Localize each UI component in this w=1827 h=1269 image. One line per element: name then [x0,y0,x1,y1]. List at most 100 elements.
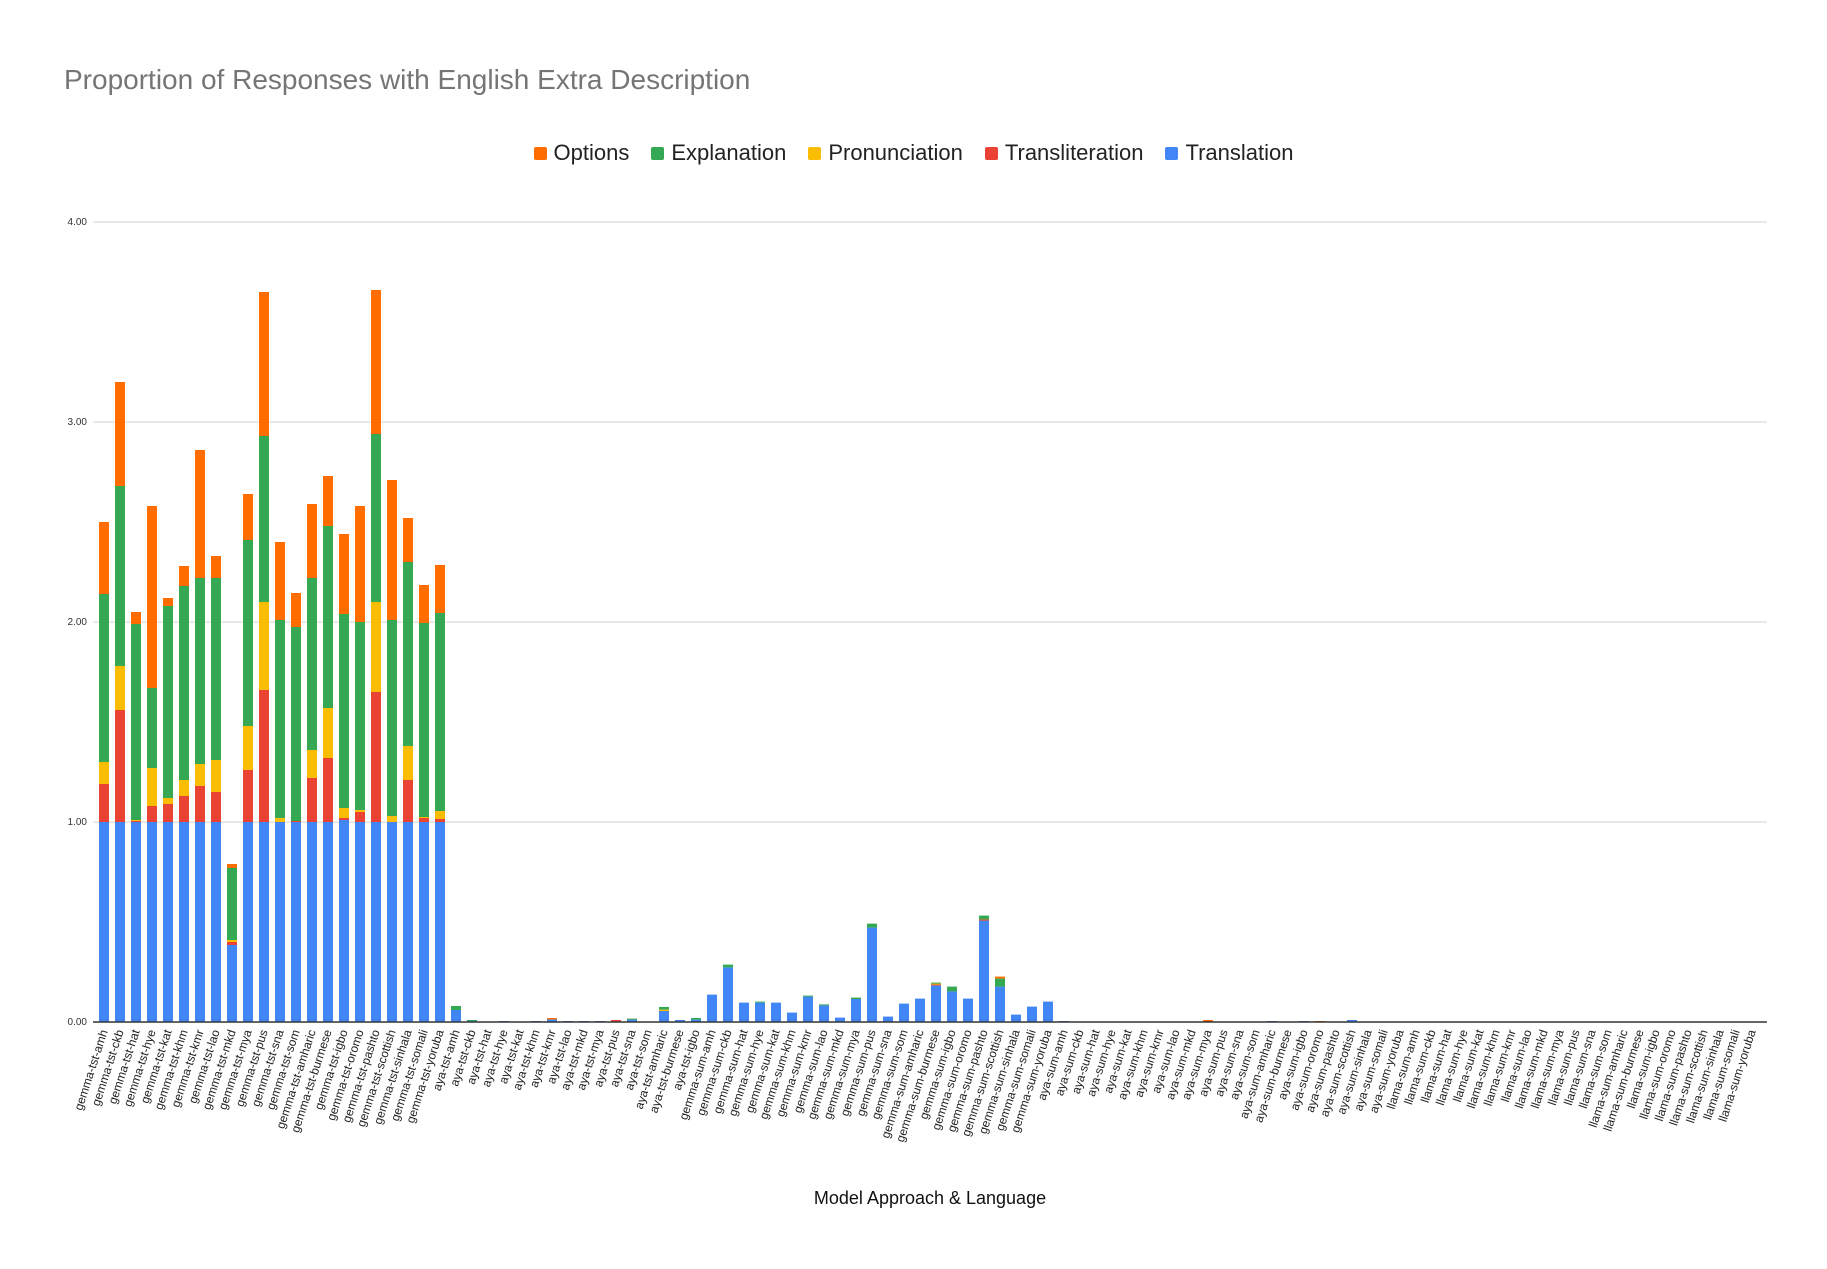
bar-segment-pronunciation [387,816,397,822]
legend-swatch [1165,146,1179,160]
bar-segment-pronunciation [179,780,189,796]
bar-segment-transliteration [99,784,109,822]
bar-segment-options [99,522,109,594]
bar-segment-pronunciation [931,983,941,985]
legend-label: Pronunciation [828,140,963,165]
bar-segment-explanation [211,578,221,760]
bar-segment-transliteration [435,819,445,822]
bar-segment-pronunciation [131,820,141,821]
bar-segment-options [131,612,141,624]
bar-segment-translation [659,1011,669,1022]
bar-segment-options [547,1018,557,1020]
bar-segment-transliteration [403,780,413,822]
bar-segment-translation [243,822,253,1022]
bar-segment-explanation [339,614,349,808]
bar-segment-translation [963,998,973,1022]
legend-item: Transliteration [984,140,1144,166]
bar-segment-options [147,506,157,688]
bar-segment-pronunciation [195,764,205,786]
bar-segment-options [323,476,333,526]
bar-segment-translation [771,1002,781,1022]
y-tick-label: 1.00 [68,817,88,828]
bar-segment-translation [691,1019,701,1022]
bar-segment-transliteration [339,818,349,820]
bar-segment-pronunciation [163,798,173,804]
y-tick-label: 4.00 [68,217,88,228]
bar-segment-pronunciation [419,817,429,818]
bar-segment-transliteration [307,778,317,822]
bar-segment-explanation [195,578,205,764]
bar-segment-translation [899,1003,909,1022]
bar-segment-pronunciation [435,811,445,819]
bar-segment-translation [323,822,333,1022]
bar-segment-explanation [355,622,365,810]
bar-segment-explanation [723,964,733,968]
bar-segment-pronunciation [115,666,125,710]
bar-segment-translation [99,822,109,1022]
bar-segment-translation [1011,1014,1021,1022]
bar-segment-translation [819,1005,829,1022]
bar-segment-pronunciation [403,746,413,780]
bar-segment-explanation [755,1001,765,1003]
bar-segment-transliteration [931,984,941,986]
legend-item: Explanation [651,140,786,166]
bar-segment-transliteration [979,919,989,921]
bar-segment-pronunciation [323,708,333,758]
bar-segment-translation [451,1010,461,1022]
bar-segment-translation [275,822,285,1022]
bar-segment-pronunciation [259,602,269,690]
bar-segment-transliteration [355,812,365,822]
bar-segment-translation [979,920,989,1022]
bar-segment-options [115,382,125,486]
bar-segment-translation [1043,1001,1053,1022]
bar-segment-options [419,585,429,623]
bar-segment-explanation [947,986,957,992]
bar-segment-transliteration [227,942,237,945]
legend-swatch [984,146,998,160]
bar-segment-transliteration [131,821,141,822]
bar-segment-explanation [403,562,413,746]
bar-segment-transliteration [243,770,253,822]
bar-segment-explanation [147,688,157,768]
bar-segment-options [195,450,205,578]
bar-segment-translation [179,822,189,1022]
y-tick-label: 0.00 [68,1017,88,1028]
bar-segment-options [1203,1020,1213,1022]
bar-segment-translation [707,994,717,1022]
bar-segment-translation [787,1012,797,1022]
legend: Options Explanation Pronunciation Translite… [0,140,1827,166]
bar-segment-options [243,494,253,540]
legend-label: Options [553,140,630,165]
bar-segment-explanation [99,594,109,762]
bar-segment-explanation [467,1020,477,1021]
bar-segment-transliteration [323,758,333,822]
bar-segment-pronunciation [307,750,317,778]
bar-segment-translation [227,945,237,1022]
bar-segment-explanation [819,1004,829,1006]
legend-label: Transliteration [1004,140,1144,165]
bar-segment-translation [1027,1006,1037,1022]
bar-segment-explanation [435,613,445,811]
bar-segment-options [291,593,301,627]
bar-segment-translation [147,822,157,1022]
bar-segment-translation [195,822,205,1022]
y-tick-label: 2.00 [68,617,88,628]
bar-segment-explanation [243,540,253,726]
bar-segment-transliteration [163,804,173,822]
legend-swatch [808,146,822,160]
bar-segment-transliteration [291,821,301,822]
bar-segment-options [355,506,365,622]
bar-segment-translation [675,1020,685,1022]
bar-segment-pronunciation [99,762,109,784]
bar-segment-options [179,566,189,586]
bar-segment-pronunciation [355,810,365,812]
bar-segment-options [211,556,221,578]
bar-segment-translation [883,1016,893,1022]
bar-segment-options [339,534,349,614]
bar-segment-transliteration [147,806,157,822]
bar-segment-translation [259,822,269,1022]
bar-segment-transliteration [611,1020,621,1022]
bar-segment-translation [1347,1020,1357,1022]
bar-segment-explanation [627,1018,637,1020]
